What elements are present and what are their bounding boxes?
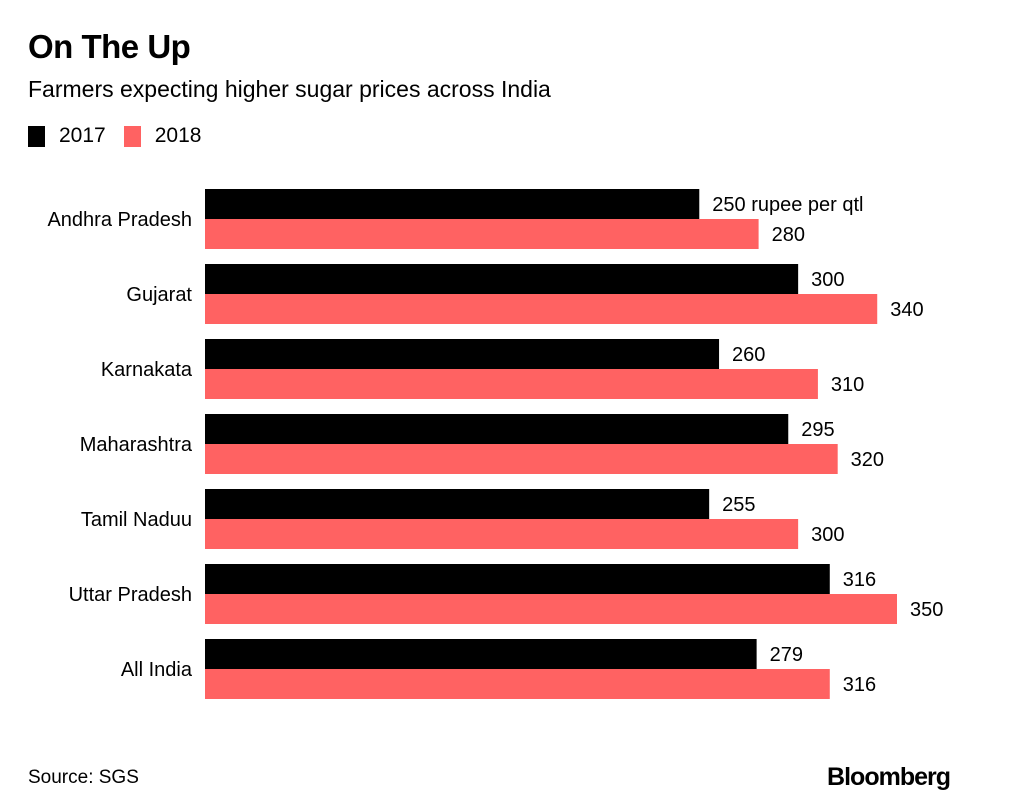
chart-title: On The Up (28, 28, 191, 65)
category-label: Maharashtra (80, 434, 193, 456)
bar-group-gujarat: Gujarat 300 340 (126, 264, 924, 324)
bar-2018-karnakata (205, 369, 818, 399)
value-label-2017: 279 (770, 644, 803, 666)
bar-group-andhra-pradesh: Andhra Pradesh 250 rupee per qtl 280 (47, 189, 864, 249)
value-label-2017: 300 (811, 269, 844, 291)
bar-group-tamil-naduu: Tamil Naduu 255 300 (81, 489, 845, 549)
bar-group-all-india: All India 279 316 (121, 639, 876, 699)
bar-2017-gujarat (205, 264, 799, 294)
value-label-2018: 280 (772, 224, 805, 246)
category-label: Uttar Pradesh (69, 584, 192, 606)
value-label-2017: 250 rupee per qtl (712, 194, 863, 216)
bar-2017-maharashtra (205, 414, 789, 444)
value-label-2017: 295 (801, 419, 834, 441)
bar-2018-tamil-naduu (205, 519, 799, 549)
bloomberg-logo: Bloomberg (827, 763, 951, 791)
legend-swatch-2018 (123, 125, 141, 147)
source-note: Source: SGS (28, 767, 139, 788)
value-label-2018: 300 (811, 524, 844, 546)
category-label: All India (121, 659, 193, 681)
legend-label-2018: 2018 (154, 124, 202, 147)
value-label-2017: 260 (732, 344, 765, 366)
bar-group-karnakata: Karnakata 260 310 (101, 339, 864, 399)
legend-swatch-2017 (28, 125, 45, 147)
bar-2018-maharashtra (205, 444, 838, 474)
category-label: Andhra Pradesh (47, 209, 192, 231)
value-label-2017: 255 (722, 494, 755, 516)
value-label-2017: 316 (843, 569, 876, 591)
category-label: Tamil Naduu (81, 509, 192, 531)
value-label-2018: 316 (843, 674, 876, 696)
value-label-2018: 320 (851, 449, 884, 471)
legend-item-2017: 2017 (28, 124, 106, 148)
value-label-2018: 340 (890, 299, 923, 321)
bar-2017-andhra-pradesh (205, 189, 700, 219)
category-label: Karnakata (101, 359, 193, 381)
bar-group-uttar-pradesh: Uttar Pradesh 316 350 (69, 564, 943, 624)
legend: 2017 2018 (28, 124, 219, 148)
chart-subtitle: Farmers expecting higher sugar prices ac… (28, 76, 551, 102)
value-label-2018: 310 (831, 374, 864, 396)
bar-2018-all-india (205, 669, 830, 699)
bar-2017-karnakata (205, 339, 720, 369)
bar-group-maharashtra: Maharashtra 295 320 (80, 414, 884, 474)
value-label-2018: 350 (910, 599, 943, 621)
bar-2017-tamil-naduu (205, 489, 710, 519)
bar-2018-gujarat (205, 294, 878, 324)
category-label: Gujarat (126, 284, 192, 306)
bar-2017-uttar-pradesh (205, 564, 830, 594)
legend-label-2017: 2017 (59, 124, 106, 147)
bar-2017-all-india (205, 639, 757, 669)
bar-2018-uttar-pradesh (205, 594, 897, 624)
legend-item-2018: 2018 (123, 124, 202, 148)
bar-2018-andhra-pradesh (205, 219, 759, 249)
